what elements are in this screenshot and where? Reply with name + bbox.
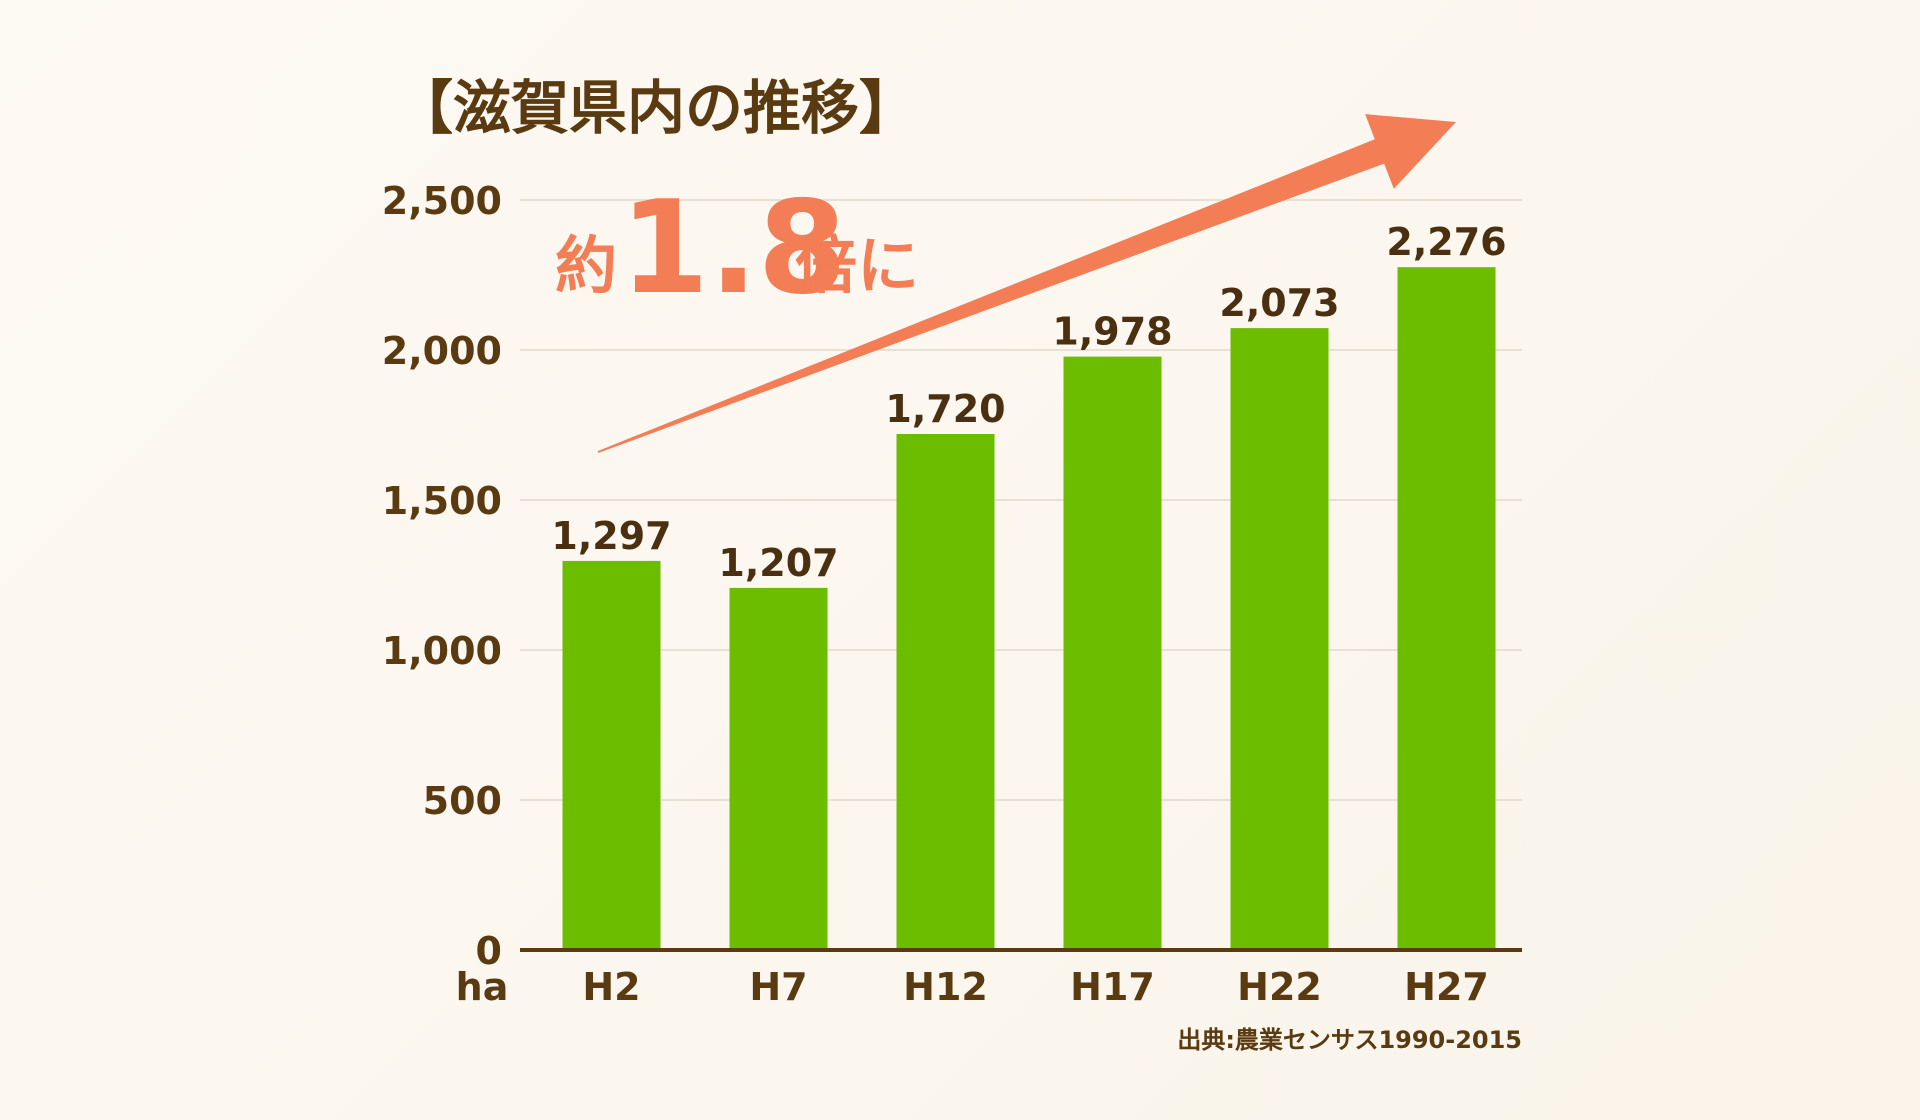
bar-value-label: 1,297 xyxy=(551,514,671,558)
bar-value-label: 2,276 xyxy=(1386,220,1506,264)
bar-h12 xyxy=(896,434,995,950)
x-tick-label: H12 xyxy=(903,965,988,1009)
labels: 0 500 1,000 1,500 2,000 2,500 1,297 H2 1,207 H7 1,… xyxy=(382,179,1507,1009)
bar-h17 xyxy=(1063,356,1162,951)
x-tick-label: H2 xyxy=(582,965,640,1009)
y-tick-label: 2,000 xyxy=(382,329,502,373)
y-tick-label: 2,500 xyxy=(382,179,502,223)
callout-suffix: 倍に xyxy=(795,229,919,302)
y-tick-label: 1,500 xyxy=(382,479,502,523)
x-tick-label: H27 xyxy=(1404,965,1489,1009)
callout-prefix: 約 xyxy=(555,229,617,302)
x-tick-label: H22 xyxy=(1237,965,1322,1009)
source-note: 出典:農業センサス1990-2015 xyxy=(1177,1026,1522,1054)
bar-value-label: 2,073 xyxy=(1219,281,1339,325)
bar-value-label: 1,207 xyxy=(718,541,838,585)
bar-value-label: 1,978 xyxy=(1052,310,1172,354)
x-tick-label: H7 xyxy=(749,965,807,1009)
y-tick-label: 1,000 xyxy=(382,629,502,673)
growth-callout: 約 1.8 倍に xyxy=(555,174,919,323)
y-tick-label: 0 xyxy=(476,929,502,973)
y-tick-label: 500 xyxy=(423,779,502,823)
bar-h22 xyxy=(1230,328,1329,951)
bar-h7 xyxy=(729,587,828,950)
callout-number: 1.8 xyxy=(620,174,847,323)
bar-h2 xyxy=(562,560,661,950)
bars xyxy=(562,267,1496,951)
bar-h27 xyxy=(1397,267,1496,950)
gridlines xyxy=(520,199,1522,801)
chart-title: 【滋賀県内の推移】 xyxy=(395,74,917,142)
bar-value-label: 1,720 xyxy=(885,387,1005,431)
trend-arrow xyxy=(597,114,1456,453)
trend-arrow-shape xyxy=(597,114,1456,453)
x-tick-label: H17 xyxy=(1070,965,1155,1009)
y-axis-unit: ha xyxy=(456,965,509,1009)
